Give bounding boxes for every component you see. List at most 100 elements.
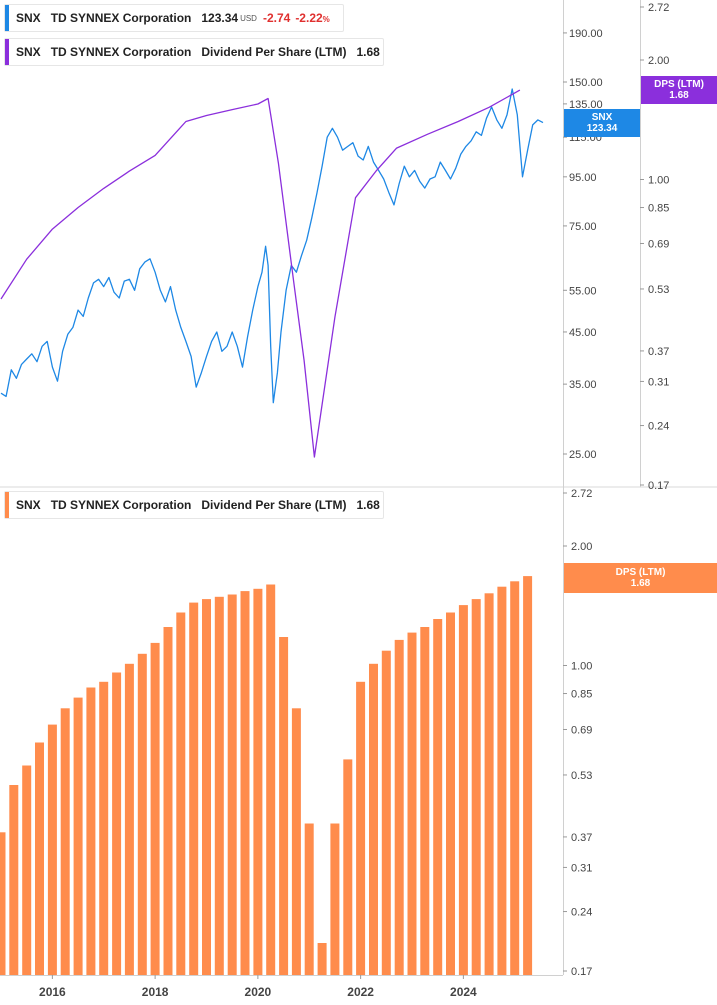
- dps-legend-top-value: 1.68: [356, 45, 380, 59]
- dps-bar: [35, 742, 44, 975]
- dps-bar: [99, 681, 109, 975]
- dps-legend-bottom-company: TD SYNNEX Corporation: [50, 498, 192, 512]
- dps-top-axis-tick-label: 2.00: [648, 55, 669, 67]
- dps-series-line: [0, 89, 521, 458]
- dps-bar: [60, 708, 70, 975]
- price-legend-price: 123.34: [201, 11, 239, 25]
- dps-top-axis-tick-label: 0.37: [648, 346, 669, 358]
- dps-bar: [47, 724, 57, 975]
- dps-top-axis-tick-label: 0.85: [648, 203, 669, 215]
- dps-legend-top-metric: Dividend Per Share (LTM): [201, 45, 347, 59]
- x-axis-tick-label: 2018: [142, 985, 169, 999]
- dps-bar: [304, 823, 314, 975]
- dps-legend-top: SNX TD SYNNEX Corporation Dividend Per S…: [4, 38, 384, 66]
- price-axis-tick-label: 55.00: [569, 285, 597, 297]
- dps-bar: [86, 687, 96, 975]
- price-legend-color-bar: [5, 5, 9, 31]
- dps-bar: [163, 627, 173, 975]
- dps-bar: [497, 586, 507, 975]
- dps-bar: [433, 619, 443, 975]
- dps-bar: [394, 639, 404, 975]
- price-axis-tick-label: 190.00: [569, 28, 603, 40]
- price-series-line: [0, 88, 544, 404]
- dps-bar: [317, 943, 327, 975]
- dps-bar: [369, 663, 378, 975]
- price-axis-tick-label: 150.00: [569, 77, 603, 89]
- dps-bar: [343, 759, 353, 975]
- dps-bottom-axis-tick-label: 0.31: [571, 862, 592, 874]
- price-axis-tick-label: 75.00: [569, 221, 597, 233]
- dps-legend-bottom-ticker: SNX: [16, 498, 41, 512]
- dps-legend-bottom-value: 1.68: [356, 498, 380, 512]
- dps-bar: [330, 823, 340, 975]
- dps-bar: [253, 588, 263, 975]
- dps-bottom-value-tag: DPS (LTM) 1.68: [564, 563, 717, 593]
- price-legend-change-pct: -2.22%: [295, 11, 330, 25]
- dps-bar: [240, 591, 250, 975]
- dps-top-tag-label: DPS (LTM): [654, 79, 704, 90]
- x-axis-tick-label: 2024: [450, 985, 477, 999]
- dps-bottom-axis-tick-label: 2.00: [571, 541, 592, 553]
- dps-top-axis-tick-label: 2.72: [648, 2, 669, 14]
- dps-bottom-axis-tick-label: 1.00: [571, 661, 592, 673]
- price-axis-tick-label: 95.00: [569, 172, 597, 184]
- dps-top-axis-tick-label: 0.69: [648, 238, 669, 250]
- price-legend-change: -2.74: [262, 11, 291, 25]
- dps-bar: [279, 637, 289, 975]
- dps-bottom-axis-tick-label: 0.53: [571, 770, 592, 782]
- price-legend-currency: USD: [240, 13, 257, 23]
- dps-bar: [471, 599, 481, 975]
- dps-legend-top-color-bar: [5, 39, 9, 65]
- dps-top-axis-tick-label: 0.31: [648, 376, 669, 388]
- price-axis-tick-label: 45.00: [569, 327, 597, 339]
- x-axis-tick-label: 2016: [39, 985, 66, 999]
- dps-bar: [189, 602, 199, 975]
- dps-bar: [0, 832, 6, 975]
- price-tag-value: 123.34: [586, 123, 618, 134]
- dps-bar: [176, 612, 186, 975]
- dps-top-value-tag: DPS (LTM) 1.68: [641, 76, 717, 104]
- dps-bottom-axis-tick-label: 0.85: [571, 689, 592, 701]
- x-axis-tick-label: 2020: [245, 985, 272, 999]
- dps-top-axis-tick-label: 1.00: [648, 175, 669, 187]
- dps-bottom-axis-tick-label: 0.24: [571, 907, 592, 919]
- dps-bar: [137, 653, 147, 975]
- dps-bar: [458, 605, 468, 975]
- dps-bar: [510, 581, 520, 975]
- price-value-tag: SNX 123.34: [564, 109, 640, 137]
- dps-top-tag-value: 1.68: [669, 90, 689, 101]
- dps-bottom-tag-label: DPS (LTM): [615, 567, 666, 578]
- dps-bar: [22, 765, 32, 975]
- price-axis-tick-label: 135.00: [569, 99, 603, 111]
- dps-bar: [420, 627, 430, 975]
- dps-bar: [381, 650, 391, 975]
- dps-bar: [356, 681, 366, 975]
- price-legend-company: TD SYNNEX Corporation: [50, 11, 192, 25]
- dps-bar: [446, 612, 455, 975]
- dps-bar: [227, 594, 237, 975]
- price-legend: SNX TD SYNNEX Corporation 123.34 USD -2.…: [4, 4, 344, 32]
- x-axis-tick-label: 2022: [347, 985, 374, 999]
- dps-bar: [484, 593, 494, 975]
- dps-bar: [9, 785, 19, 975]
- dps-legend-top-ticker: SNX: [16, 45, 41, 59]
- dps-bottom-axis-tick-label: 2.72: [571, 488, 592, 500]
- dps-bar: [266, 584, 276, 975]
- dps-bar: [202, 599, 211, 975]
- dps-bottom-axis-tick-label: 0.37: [571, 832, 592, 844]
- dps-bottom-axis-tick-label: 0.17: [571, 966, 592, 978]
- dps-top-axis-tick-label: 0.17: [648, 480, 669, 492]
- price-legend-ticker: SNX: [16, 11, 41, 25]
- dps-bottom-tag-value: 1.68: [630, 578, 651, 589]
- price-tag-label: SNX: [591, 112, 613, 123]
- dps-bottom-axis-tick-label: 0.69: [571, 724, 592, 736]
- dps-bar: [407, 632, 417, 975]
- dps-bar: [73, 697, 83, 975]
- dps-top-axis-tick-label: 0.53: [648, 284, 669, 296]
- dps-legend-bottom: SNX TD SYNNEX Corporation Dividend Per S…: [4, 491, 384, 519]
- dps-bar: [523, 576, 533, 975]
- dps-legend-bottom-color-bar: [5, 492, 9, 518]
- dps-bar: [124, 663, 134, 975]
- dps-legend-top-company: TD SYNNEX Corporation: [50, 45, 192, 59]
